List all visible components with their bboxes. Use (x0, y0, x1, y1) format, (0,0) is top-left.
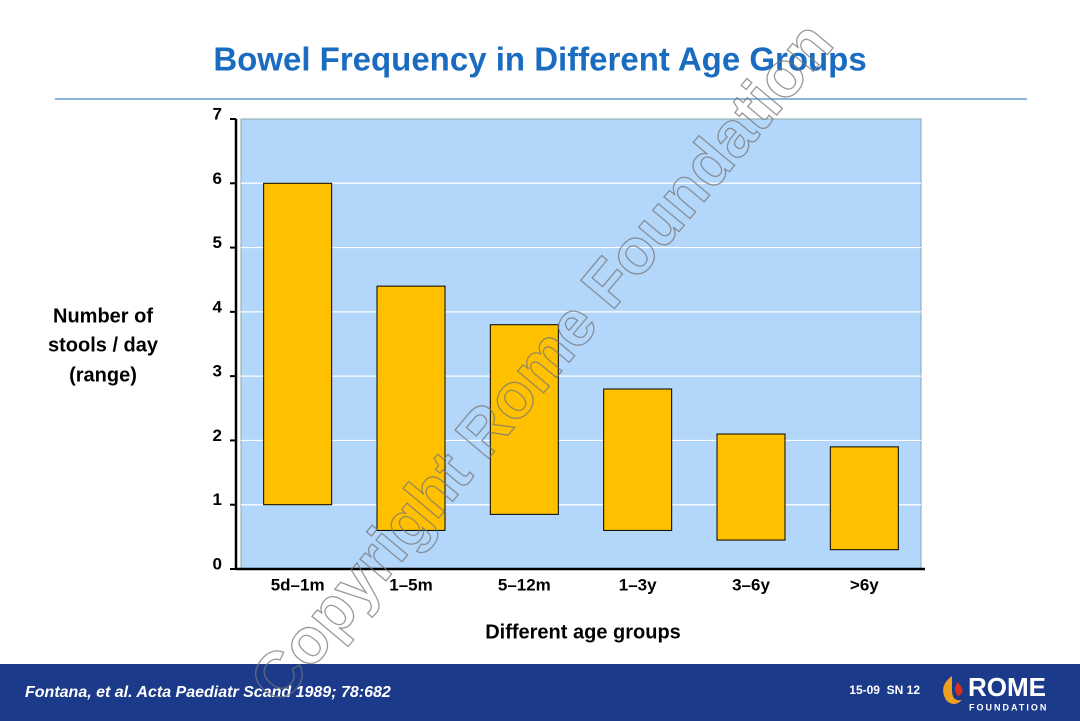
x-tick-label: 3–6y (732, 575, 770, 594)
footer-band (0, 664, 1080, 721)
x-tick-label: 5–12m (498, 575, 551, 594)
range-bar (603, 388, 673, 531)
x-tick-label: 1–3y (619, 575, 657, 594)
y-axis-label: Number of (53, 305, 153, 327)
x-tick-label: 1–5m (389, 575, 432, 594)
range-bar (376, 285, 446, 531)
y-axis-label: (range) (69, 364, 137, 386)
logo-flame (943, 676, 962, 704)
range-bar (829, 446, 899, 551)
x-tick-label: >6y (850, 575, 879, 594)
y-tick-label: 0 (213, 554, 222, 573)
y-tick-label: 5 (213, 233, 222, 252)
logo-name: ROME (968, 672, 1046, 702)
chart-title: Bowel Frequency in Different Age Groups (213, 41, 866, 78)
range-bar (263, 182, 333, 506)
x-tick-label: 5d–1m (271, 575, 325, 594)
logo-flame-inner (955, 682, 963, 696)
y-tick-label: 1 (213, 490, 222, 509)
y-tick-label: 3 (213, 362, 222, 381)
range-bar (716, 433, 786, 541)
logo-subtitle: FOUNDATION (969, 702, 1048, 712)
y-tick-label: 6 (213, 169, 222, 188)
y-tick-label: 2 (213, 426, 222, 445)
x-axis-label: Different age groups (485, 621, 681, 643)
y-tick-label: 7 (213, 104, 222, 123)
slide-code: 15-09 SN 12 (849, 683, 920, 697)
y-tick-label: 4 (213, 297, 223, 316)
y-axis-label: stools / day (48, 334, 159, 356)
range-bar (489, 324, 559, 515)
chart: 0 1 2 3 4 5 6 7 5d–1m 1–5m 5–12m 1–3y 3–6y >6y (213, 104, 925, 594)
citation: Fontana, et al. Acta Paediatr Scand 1989… (25, 684, 391, 701)
logo: ROME FOUNDATION (943, 672, 1048, 712)
